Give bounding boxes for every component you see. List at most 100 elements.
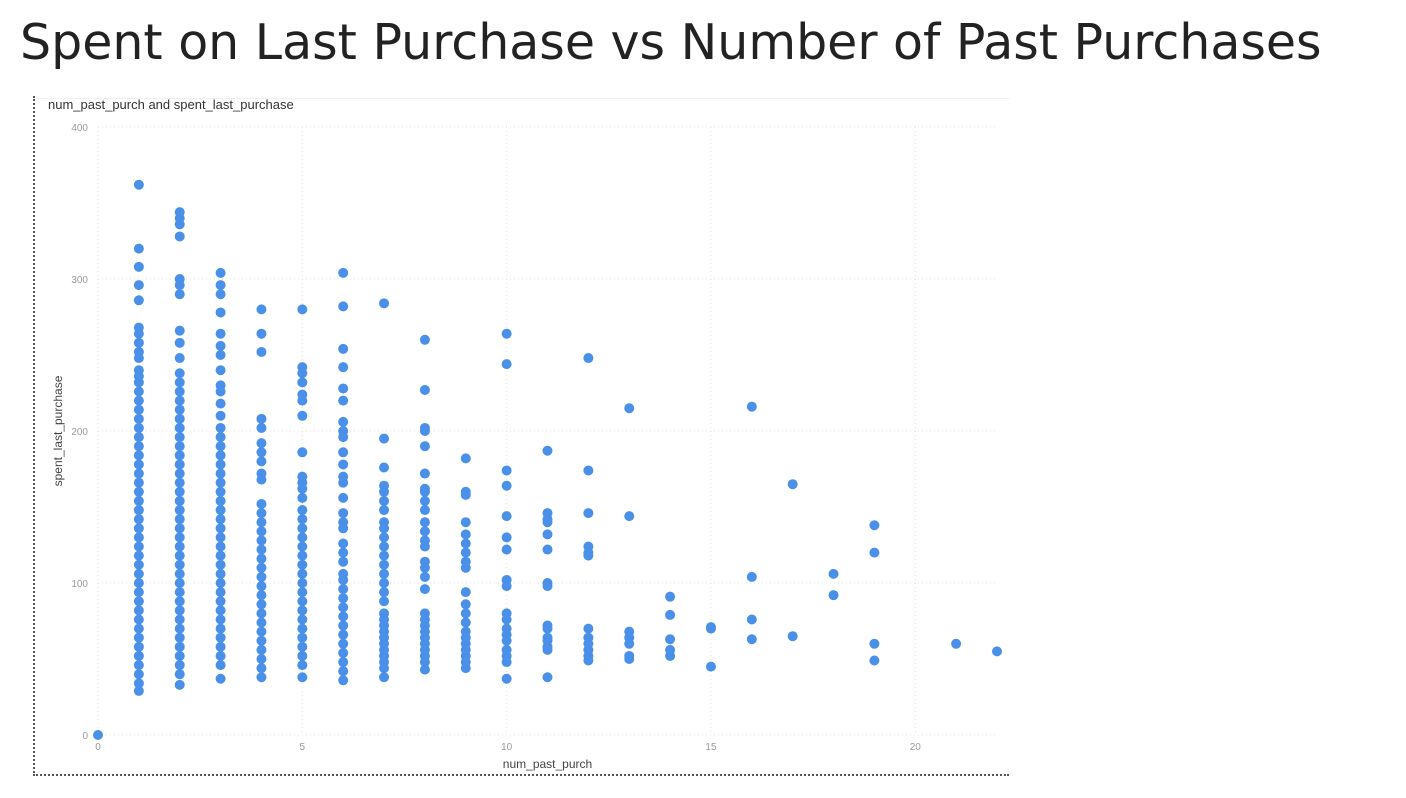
data-point [460,608,471,619]
data-point [501,359,512,370]
data-point [419,657,430,668]
data-point [133,578,144,588]
x-axis-title: num_past_purch [503,757,592,771]
data-point [174,468,185,479]
data-point [174,377,185,388]
data-point [297,505,308,516]
data-point [256,581,267,592]
data-point [133,632,144,643]
data-point [215,532,226,543]
data-point [215,450,226,461]
data-point [379,541,390,552]
data-point [379,523,390,534]
data-point [215,398,226,409]
data-point [174,459,185,470]
data-point [133,413,144,424]
data-point [624,654,635,664]
data-point [133,514,144,525]
data-point [338,638,349,649]
data-point [419,664,430,675]
data-point [256,456,267,467]
data-point [174,337,185,348]
data-point [256,474,267,485]
data-point [215,468,226,479]
data-point [338,477,349,488]
data-point [624,638,635,649]
data-point [215,614,226,625]
data-point [215,486,226,497]
data-point [338,362,349,373]
data-point [542,544,553,555]
data-point [133,459,144,470]
data-point [501,511,512,522]
data-point [93,730,103,740]
data-point [133,587,144,598]
data-point [460,517,471,528]
data-point [256,535,267,546]
data-point [174,441,185,452]
y-tick-label: 100 [71,579,88,590]
data-point [133,386,144,397]
data-point [379,672,390,683]
data-point [379,298,390,309]
data-point [746,634,757,645]
data-point [133,532,144,543]
data-point [174,523,185,534]
data-point [133,337,144,348]
data-point [133,486,144,497]
data-point [215,386,226,397]
x-tick-label: 20 [910,742,922,753]
data-point [419,384,430,395]
data-point [215,650,226,661]
data-point [297,623,308,634]
x-tick-label: 5 [300,742,306,753]
data-point [133,559,144,570]
data-point [869,655,880,666]
visual-header-divider [36,98,1009,99]
data-point [133,678,144,689]
data-point [460,529,471,540]
data-point [419,334,430,345]
data-point [215,568,226,579]
data-point [992,646,1002,657]
data-point [869,638,880,649]
data-point [174,559,185,570]
grid-lines [97,126,997,736]
data-point [174,623,185,634]
data-point [787,479,798,490]
data-point [215,514,226,525]
data-point [133,495,144,506]
data-point [419,526,430,537]
data-point [215,587,226,598]
x-tick-label: 15 [705,742,717,753]
data-point [419,562,430,573]
y-tick-label: 200 [71,427,88,438]
data-point [174,605,185,616]
data-point [174,386,185,397]
data-point [133,328,144,339]
data-point [256,654,267,664]
data-point [665,591,676,602]
data-point [174,505,185,516]
data-points [93,179,1002,740]
data-point [379,587,390,598]
chart-visual-frame[interactable] [33,96,1009,776]
data-point [379,596,390,607]
data-point [460,617,471,628]
data-point [338,547,349,558]
data-point [297,377,308,388]
data-point [379,559,390,570]
data-point [460,538,471,549]
data-point [174,219,185,230]
data-point [256,663,267,674]
data-point [419,571,430,582]
data-point [501,673,512,684]
data-point [542,529,553,540]
data-point [705,661,716,672]
data-point [419,584,430,595]
data-point [297,632,308,643]
tick-labels: 0 100 200 300 400 0 5 10 15 20 [71,123,921,753]
data-point [501,544,512,555]
data-point [338,657,349,668]
